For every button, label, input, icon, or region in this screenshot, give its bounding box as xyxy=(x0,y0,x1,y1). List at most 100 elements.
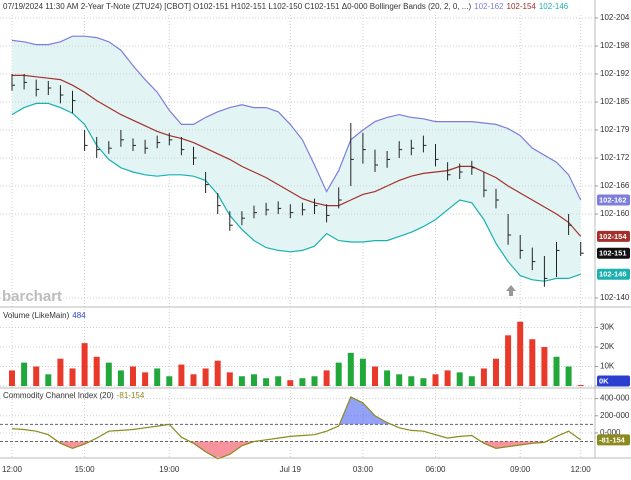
band-line xyxy=(12,74,582,237)
volume-bar xyxy=(238,376,245,386)
x-tick-label: 19:00 xyxy=(159,465,180,474)
volume-bar xyxy=(359,358,366,386)
marker-arrow xyxy=(506,285,516,296)
last-price-badge: 102-151 xyxy=(599,249,627,258)
volume-bar xyxy=(166,376,173,386)
volume-bar xyxy=(553,356,560,386)
panel-title-text: Commodity Channel Index (20) xyxy=(3,391,114,400)
x-tick-label: 09:00 xyxy=(510,465,531,474)
volume-bar xyxy=(93,356,100,386)
panel-value: 484 xyxy=(72,311,86,320)
watermark: barchart xyxy=(2,288,62,305)
panel-title-text: Volume (LikeMain) xyxy=(3,311,70,320)
volume-bar xyxy=(21,362,28,386)
volume-bar xyxy=(577,385,584,386)
band-value: 102-146 xyxy=(539,2,569,11)
last-price-badge-bg xyxy=(597,247,630,259)
y-tick-label: 102-140 xyxy=(600,293,630,302)
volume-bar xyxy=(190,374,197,386)
volume-bar xyxy=(384,370,391,386)
volume-bar xyxy=(408,376,415,386)
x-tick-label: 12:00 xyxy=(571,465,592,474)
y-tick-label: 102-179 xyxy=(600,125,630,134)
y-tick-badge-bg xyxy=(597,375,630,387)
volume-bar xyxy=(420,378,427,386)
volume-bar xyxy=(287,380,294,386)
volume-bar xyxy=(347,352,354,386)
y-tick-label: 102-192 xyxy=(600,69,630,78)
volume-bar xyxy=(444,370,451,386)
volume-bar xyxy=(396,374,403,386)
volume-bar xyxy=(541,347,548,386)
volume-bar xyxy=(468,376,475,386)
volume-bar xyxy=(517,321,524,386)
volume-bar xyxy=(565,366,572,386)
volume-bar xyxy=(251,374,257,386)
band-badge: 102-146 xyxy=(599,270,627,279)
volume-bar xyxy=(45,374,52,386)
y-tick-label: 102-172 xyxy=(600,153,630,162)
x-tick-label: 15:00 xyxy=(75,465,96,474)
volume-bar xyxy=(493,358,499,386)
volume-bar xyxy=(142,372,149,386)
volume-bar xyxy=(432,374,439,386)
header: 07/19/2024 11:30 AM 2-Year T-Note (ZTU24… xyxy=(3,2,569,11)
volume-bar xyxy=(154,368,161,386)
cci-line xyxy=(11,396,582,460)
volume-bar xyxy=(81,343,88,386)
y-tick-label: 400-000 xyxy=(600,394,630,403)
cci-fill xyxy=(57,441,547,457)
volume-bar xyxy=(311,376,318,386)
volume-bar xyxy=(214,360,221,386)
panel-title: Commodity Channel Index (20) -81-154 xyxy=(3,391,145,400)
x-tick-label: Jul 19 xyxy=(280,465,302,474)
y-tick-label: 102-166 xyxy=(600,181,630,190)
band-value: 102-154 xyxy=(507,2,537,11)
x-tick-label: 06:00 xyxy=(425,465,446,474)
volume-bar xyxy=(505,335,512,386)
y-tick-label: 20K xyxy=(600,342,615,351)
layers xyxy=(0,0,595,458)
band-line xyxy=(11,102,581,282)
header-bg xyxy=(0,0,594,13)
band-badge: 102-154 xyxy=(599,232,627,241)
cci-badge-bg xyxy=(597,434,630,446)
volume-bar xyxy=(33,366,40,386)
y-tick-label: 102-185 xyxy=(600,97,630,106)
cci-fill xyxy=(339,396,392,425)
volume-bar xyxy=(335,362,342,386)
volume-bar xyxy=(372,366,378,386)
band-badge-bg xyxy=(597,194,630,206)
volume-bar xyxy=(263,378,270,386)
band-fill xyxy=(12,36,581,282)
volume-bar xyxy=(57,358,64,386)
volume-bar xyxy=(69,368,76,386)
y-tick-label: 102-204 xyxy=(600,13,630,22)
band-badge-bg xyxy=(597,230,630,242)
panel-title: Volume (LikeMain) 484 xyxy=(3,311,86,320)
band-badge-bg xyxy=(597,268,630,280)
volume-bar xyxy=(299,378,306,386)
band-badge: 102-162 xyxy=(599,195,627,204)
band-value: 102-162 xyxy=(474,2,504,11)
band-line xyxy=(11,35,582,201)
y-tick-label: 102-198 xyxy=(600,41,630,50)
y-tick-badge: 0K xyxy=(599,376,609,385)
y-tick-label: 30K xyxy=(600,323,615,332)
volume-bar xyxy=(480,368,487,386)
header-title: 07/19/2024 11:30 AM 2-Year T-Note (ZTU24… xyxy=(3,2,471,11)
volume-bar xyxy=(105,362,112,386)
volume-bar xyxy=(9,370,15,386)
y-tick-label: 0-000 xyxy=(600,428,621,437)
y-tick-label: 102-160 xyxy=(600,209,630,218)
volume-bar xyxy=(456,372,463,386)
cci-badge: -81-154 xyxy=(599,435,626,444)
volume-bar xyxy=(323,370,330,386)
volume-bar xyxy=(529,339,536,386)
y-tick-label: 200-000 xyxy=(600,411,630,420)
volume-bar xyxy=(130,366,136,386)
x-tick-label: 03:00 xyxy=(353,465,374,474)
volume-bar xyxy=(226,372,233,386)
volume-bar xyxy=(202,368,209,386)
